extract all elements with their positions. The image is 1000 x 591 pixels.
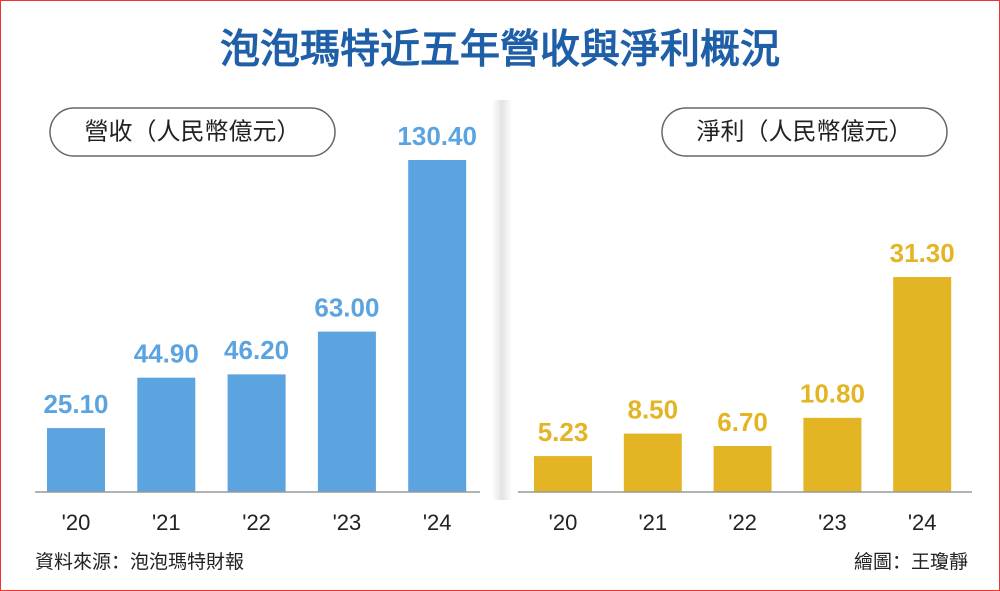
value-label: 25.10 <box>43 389 108 419</box>
bar <box>534 456 592 492</box>
x-tick-label: '24 <box>908 510 937 535</box>
bar <box>623 433 682 492</box>
value-label: 5.23 <box>538 417 589 447</box>
x-tick-label: '21 <box>638 510 667 535</box>
bar <box>408 160 467 492</box>
page-title: 泡泡瑪特近五年營收與淨利概況 <box>220 28 780 72</box>
x-tick-label: '24 <box>423 510 452 535</box>
x-tick-label: '20 <box>549 510 578 535</box>
source: 資料來源：泡泡瑪特財報 <box>35 551 244 573</box>
panel-label: 營收（人民幣億元） <box>85 118 301 145</box>
value-label: 46.20 <box>224 335 289 365</box>
divider <box>492 100 512 500</box>
value-label: 44.90 <box>134 339 199 369</box>
value-label: 130.40 <box>397 121 477 151</box>
bar <box>317 331 376 492</box>
value-label: 63.00 <box>314 292 379 322</box>
bar <box>47 428 105 492</box>
bar <box>803 417 862 492</box>
bar <box>227 374 286 492</box>
value-label: 6.70 <box>717 407 768 437</box>
x-tick-label: '20 <box>62 510 91 535</box>
panel-label-box <box>49 107 336 157</box>
x-tick-label: '21 <box>152 510 181 535</box>
x-tick-label: '22 <box>242 510 271 535</box>
bar <box>893 277 952 492</box>
x-tick-label: '23 <box>333 510 362 535</box>
panel-label-box <box>661 107 948 157</box>
credit: 繪圖：王瓊靜 <box>854 551 968 573</box>
bar <box>137 377 196 492</box>
value-label: 8.50 <box>627 394 678 424</box>
panel-label: 淨利（人民幣億元） <box>697 118 913 145</box>
x-tick-label: '23 <box>818 510 847 535</box>
bar <box>713 445 772 492</box>
value-label: 10.80 <box>800 379 865 409</box>
value-label: 31.30 <box>890 238 955 268</box>
x-tick-label: '22 <box>728 510 757 535</box>
